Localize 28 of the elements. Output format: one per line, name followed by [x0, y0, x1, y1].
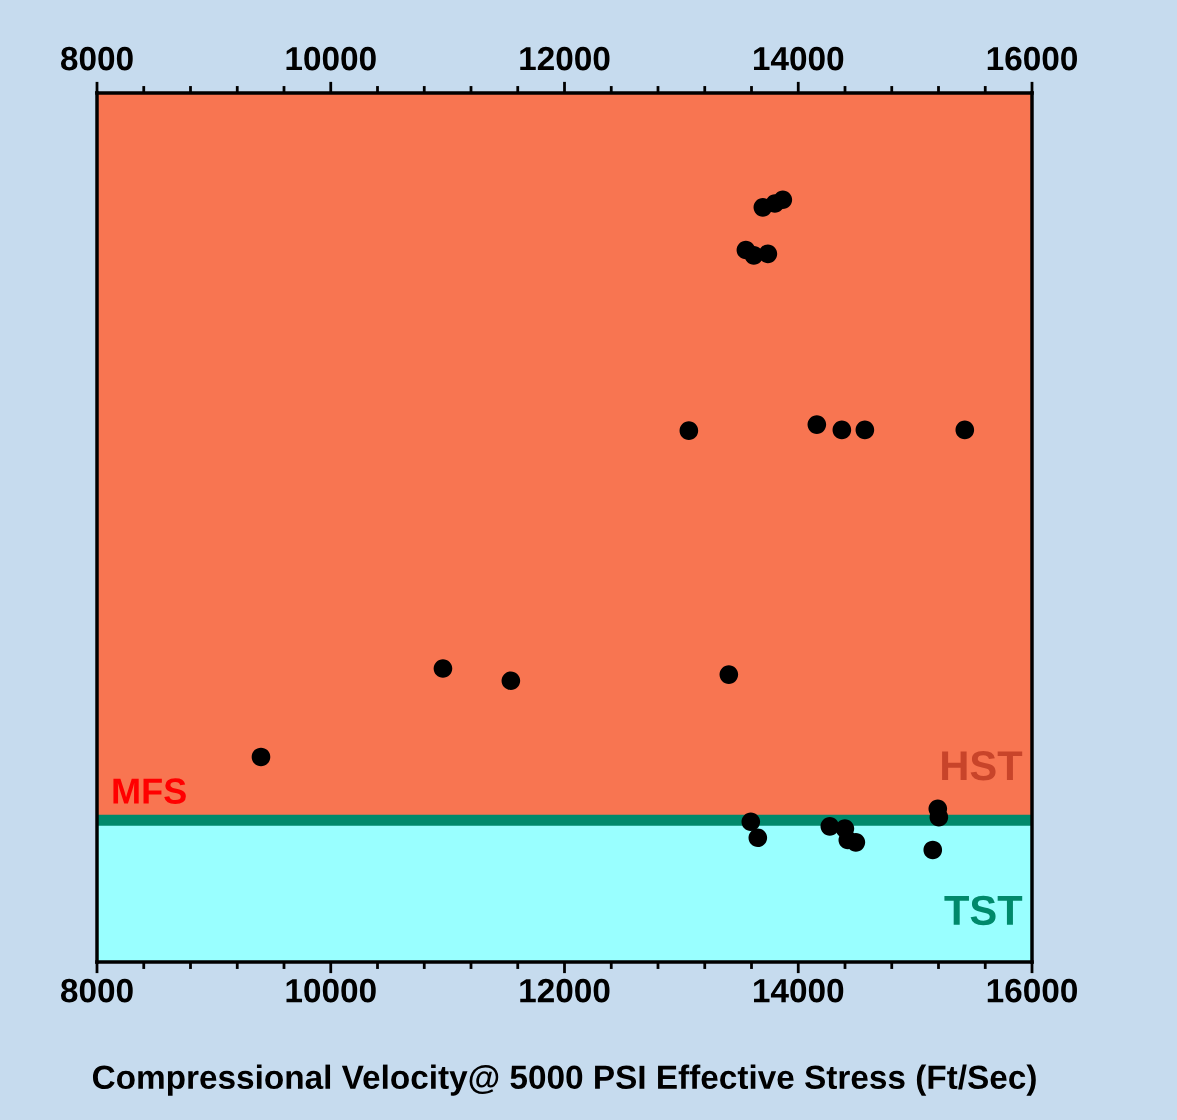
x-tick-label: 14000	[754, 978, 844, 1003]
x2-tick-label: 10000	[286, 46, 376, 71]
point	[923, 840, 943, 860]
x-tick-label: 12000	[520, 978, 610, 1003]
point	[855, 420, 875, 440]
point	[832, 420, 852, 440]
point	[433, 659, 453, 678]
x2-tick-label: 14000	[754, 46, 844, 71]
point	[748, 828, 768, 848]
x-tick-label: 16000	[987, 978, 1077, 1003]
ref-line-label: MFS	[113, 778, 186, 804]
point	[773, 190, 793, 210]
x-tick-label: 10000	[286, 978, 376, 1003]
point	[251, 747, 271, 767]
point	[719, 665, 739, 684]
point	[501, 671, 521, 691]
x2-tick-label: 16000	[987, 46, 1077, 71]
point	[679, 421, 699, 441]
point	[955, 420, 975, 440]
x-tick-label: 8000	[60, 978, 133, 1003]
point	[758, 244, 778, 264]
point	[846, 833, 866, 852]
point	[807, 415, 827, 434]
x-axis-title: Compressional Velocity@ 5000 PSI Effective Stress (Ft/Sec)	[92, 1064, 1036, 1096]
x2-tick-label: 8000	[60, 46, 133, 71]
band-label: TST	[944, 895, 1023, 926]
x2-tick-label: 12000	[520, 46, 610, 71]
point	[741, 812, 761, 832]
